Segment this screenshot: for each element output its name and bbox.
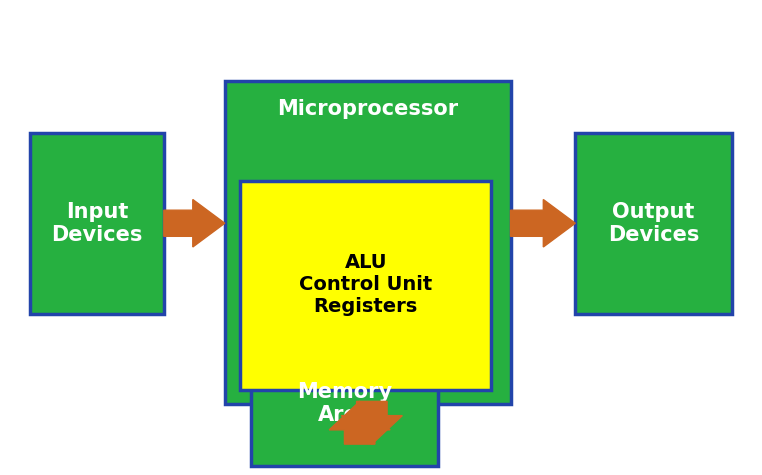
FancyBboxPatch shape (240, 180, 491, 390)
FancyBboxPatch shape (30, 133, 164, 314)
Text: ALU
Control Unit
Registers: ALU Control Unit Registers (299, 254, 432, 316)
Text: Output
Devices: Output Devices (608, 202, 699, 245)
Text: Memory
Area: Memory Area (297, 382, 392, 425)
Text: Input
Devices: Input Devices (52, 202, 142, 245)
FancyArrow shape (341, 401, 402, 444)
FancyArrow shape (164, 200, 225, 247)
FancyBboxPatch shape (251, 342, 438, 466)
FancyBboxPatch shape (575, 133, 732, 314)
FancyArrow shape (511, 200, 575, 247)
Text: Microprocessor: Microprocessor (277, 99, 458, 119)
FancyArrow shape (329, 401, 390, 444)
FancyBboxPatch shape (225, 81, 511, 404)
